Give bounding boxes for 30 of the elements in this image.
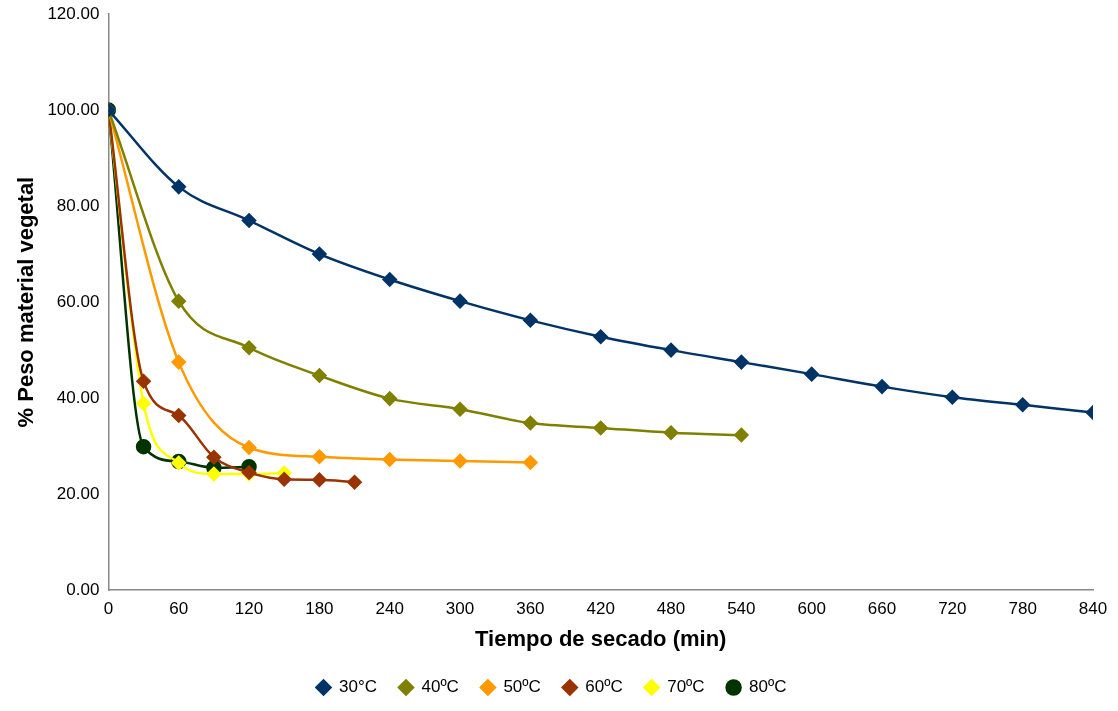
x-tick-label: 540	[727, 599, 756, 619]
legend-label: 60ºC	[585, 677, 623, 697]
x-tick-label: 660	[867, 599, 897, 619]
x-tick-label: 780	[1008, 599, 1037, 619]
x-tick-label: 120	[234, 599, 264, 619]
x-tick-label: 240	[375, 599, 404, 619]
x-tick-label: 180	[305, 599, 334, 619]
y-tick-label: 100.00	[47, 99, 100, 119]
x-tick-label: 600	[797, 599, 826, 619]
legend-label: 80ºC	[749, 677, 787, 697]
legend-label: 30°C	[339, 677, 377, 697]
y-axis-title: % Peso material vegetal	[13, 176, 39, 428]
x-tick-label: 720	[938, 599, 967, 619]
x-tick-label: 60	[169, 599, 189, 619]
y-tick-label: 20.00	[56, 483, 100, 503]
x-tick-label: 420	[586, 599, 615, 619]
x-axis-title: Tiempo de secado (min)	[474, 625, 727, 651]
y-tick-label: 40.00	[56, 387, 100, 407]
legend-label: 70ºC	[667, 677, 705, 697]
legend-label: 50ºC	[503, 677, 541, 697]
x-tick-label: 360	[516, 599, 545, 619]
x-tick-label: 840	[1078, 599, 1108, 619]
y-tick-label: 0.00	[66, 579, 100, 599]
y-tick-label: 120.00	[47, 3, 100, 23]
y-tick-label: 60.00	[56, 291, 100, 311]
x-tick-label: 480	[656, 599, 686, 619]
x-tick-label: 0	[103, 599, 114, 619]
x-tick-label: 300	[445, 599, 475, 619]
y-tick-label: 80.00	[56, 195, 100, 215]
legend-label: 40ºC	[421, 677, 459, 697]
